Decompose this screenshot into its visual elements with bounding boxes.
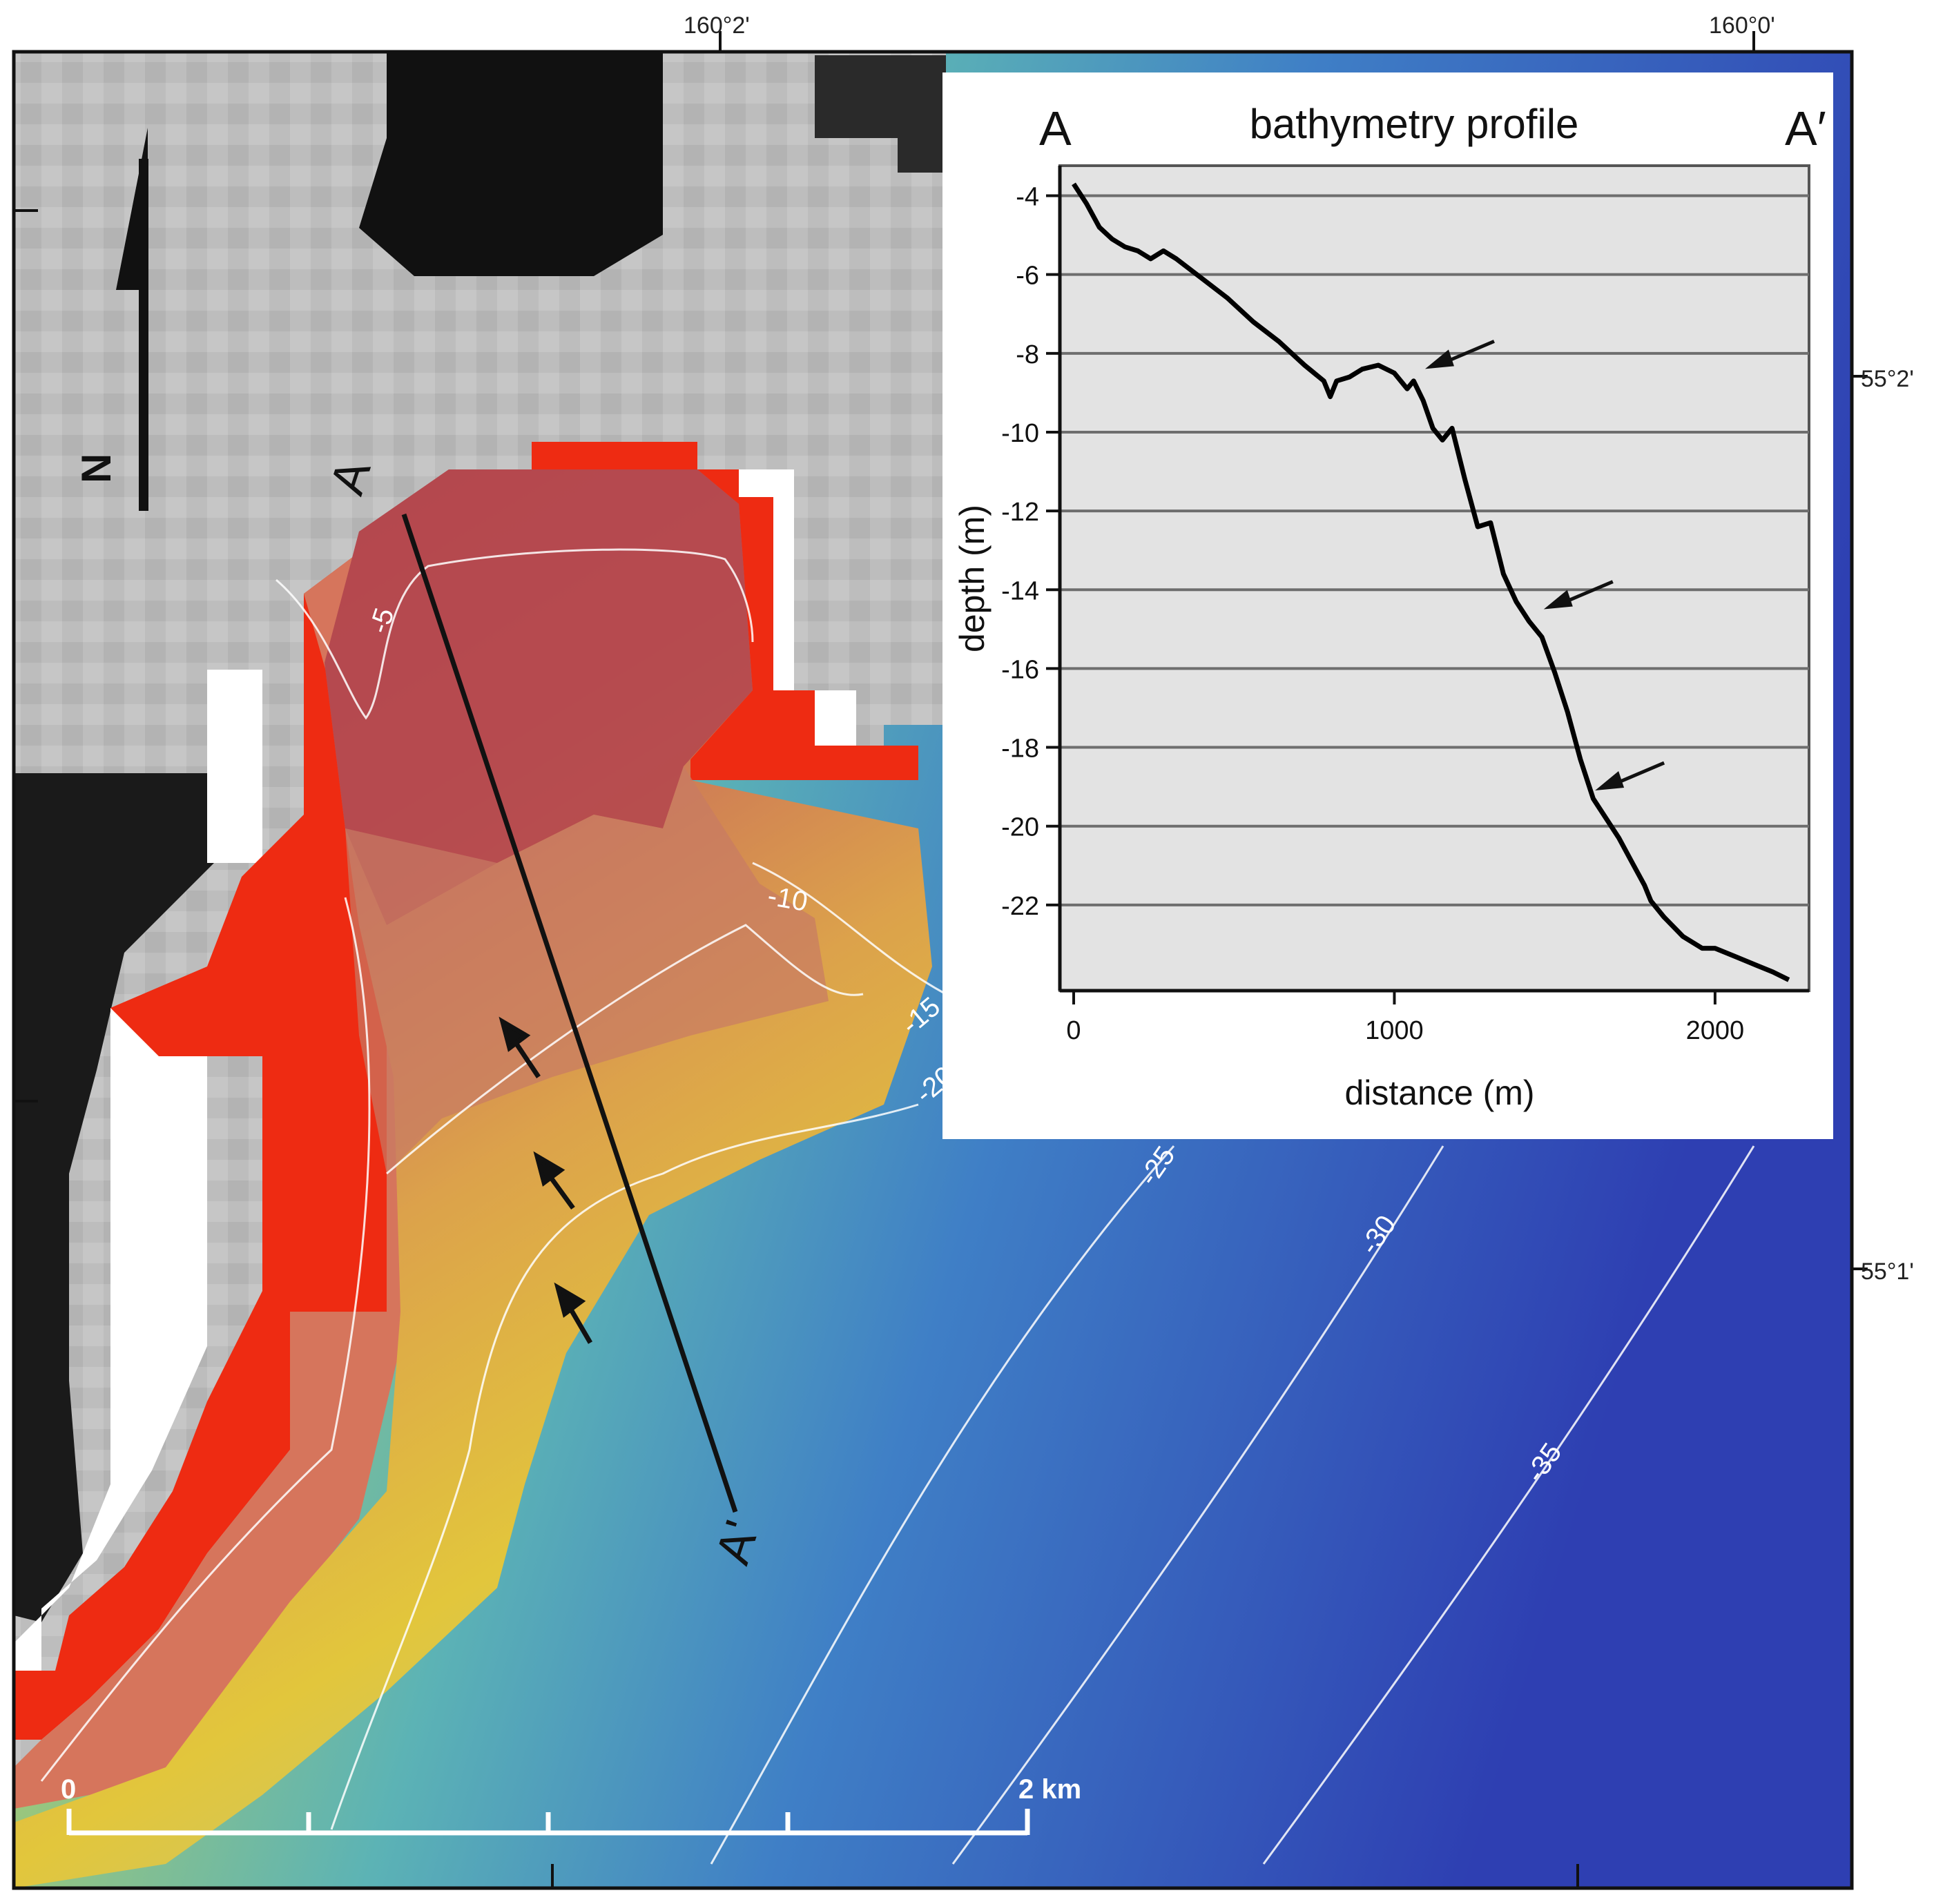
scale-end-label: 2 km — [1018, 1774, 1081, 1805]
y-tick-label: -12 — [1001, 498, 1039, 527]
plot-area — [1058, 164, 1810, 992]
x-tick-label: 1000 — [1365, 1016, 1424, 1045]
contour-25 — [710, 1145, 1175, 1865]
contour-coast — [40, 897, 371, 1782]
north-arrow-icon: N — [73, 128, 148, 511]
map-border — [12, 50, 1854, 1890]
y-tick-label: -4 — [1016, 183, 1039, 212]
profile-series-line — [1072, 182, 1790, 982]
shallow-zone — [325, 469, 753, 925]
contour-lines — [40, 548, 1755, 1865]
coord-right-1: 55°2' — [1861, 366, 1914, 392]
inset-letter-a: A — [1039, 101, 1072, 155]
y-tick-label: -8 — [1016, 340, 1039, 369]
profile-annotations — [1424, 340, 1665, 791]
contour-35 — [1262, 1145, 1755, 1865]
north-label: N — [73, 454, 119, 483]
x-tick-label: 2000 — [1686, 1016, 1745, 1045]
coast-mask — [14, 442, 918, 1740]
profile-arrow-icon — [1424, 340, 1495, 369]
feature-arrow-icon — [533, 1151, 575, 1210]
y-tick-label: -20 — [1001, 813, 1039, 842]
y-tick-label: -22 — [1001, 892, 1039, 921]
section-line: A A' — [320, 454, 769, 1571]
mid-shelf — [345, 766, 829, 1174]
x-axis-label: distance (m) — [1344, 1074, 1534, 1112]
y-tick-label: -10 — [1001, 419, 1039, 448]
coordinate-labels: 160°2' 160°0' 55°2' 55°1' — [684, 12, 1914, 1285]
y-tick-label: -6 — [1016, 262, 1039, 291]
contour-label-10: -10 — [765, 881, 810, 917]
inset-letter-a-prime: A′ — [1785, 101, 1826, 155]
contour-20 — [330, 1103, 919, 1830]
y-tick-label: -14 — [1001, 576, 1039, 605]
coord-top-1: 160°2' — [684, 12, 750, 39]
profile-arrow-icon — [1595, 761, 1665, 791]
y-tick-label: -18 — [1001, 735, 1039, 764]
feature-arrow-icon — [499, 1016, 541, 1078]
profile-inset: A A′ bathymetry profile -4-6-8-10-12-14-… — [942, 72, 1833, 1139]
coord-top-2: 160°0' — [1709, 12, 1775, 39]
dark-land-patch — [359, 52, 663, 276]
y-tick-label: -16 — [1001, 655, 1039, 684]
white-mask — [14, 469, 856, 1691]
contour-5 — [275, 548, 754, 720]
dark-land-patch-ne — [815, 55, 946, 173]
section-line-path — [401, 513, 738, 1513]
x-tick-labels: 0 1000 2000 — [1066, 991, 1744, 1045]
y-axis-label: depth (m) — [953, 505, 992, 652]
dark-land-patch-west — [14, 773, 214, 1622]
frame-ticks — [14, 31, 1868, 1888]
feature-arrow-icon — [554, 1282, 593, 1344]
y-tick-labels: -4 -6 -8 -10 -12 -14 -16 -18 -20 -22 — [1001, 183, 1060, 921]
profile-arrow-icon — [1543, 580, 1614, 610]
grid-lines — [1060, 194, 1809, 906]
contour-30 — [951, 1145, 1444, 1865]
scale-bar: 0 2 km — [61, 1774, 1081, 1836]
map-feature-arrows — [499, 1016, 593, 1344]
inset-title: bathymetry profile — [1250, 101, 1579, 147]
coord-right-2: 55°1' — [1861, 1259, 1914, 1285]
scale-start-label: 0 — [61, 1774, 76, 1805]
x-tick-label: 0 — [1066, 1016, 1081, 1045]
contour-10 — [752, 862, 947, 995]
contour-15 — [386, 924, 864, 1175]
